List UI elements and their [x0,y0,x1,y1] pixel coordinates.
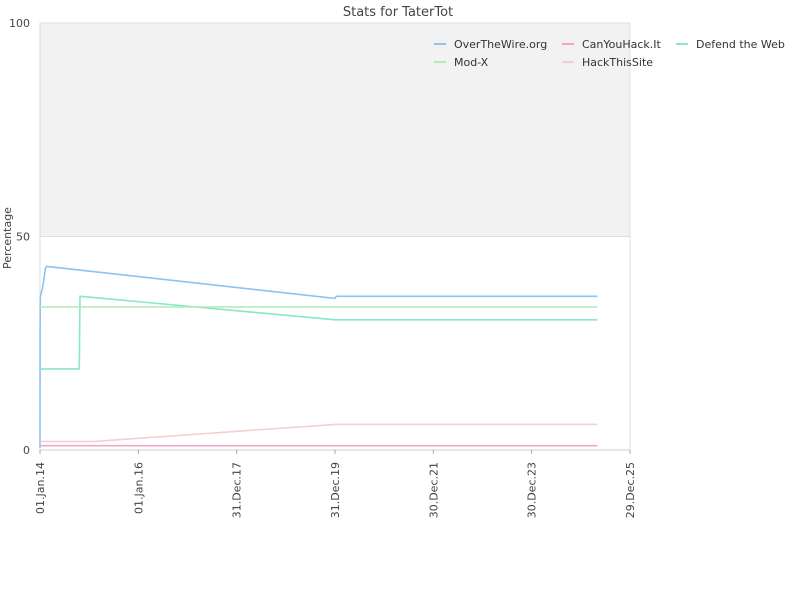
legend-label: Defend the Web [696,38,785,51]
y-tick-label: 50 [16,231,30,244]
x-tick-label: 01.Jan.14 [34,462,47,514]
y-tick-label: 100 [9,17,30,30]
legend-label: OverTheWire.org [454,38,547,51]
x-tick-label: 31.Dec.19 [329,462,342,518]
x-tick-label: 01.Jan.16 [132,462,145,514]
legend-label: CanYouHack.It [582,38,662,51]
series-line-hackthissite [40,423,598,443]
plot-area: 0 50 100 01.Jan.14 01.Jan.16 31.Dec.17 31.Dec.… [9,17,637,518]
shaded-band [40,23,630,237]
x-tick-label: 30.Dec.21 [427,462,440,518]
series-line-overthewire-org [39,265,598,448]
series-line-defend-the-web [40,295,598,370]
legend-label: Mod-X [454,56,489,69]
y-axis-title: Percentage [1,207,14,269]
chart-title: Stats for TaterTot [343,5,453,20]
x-tick-label: 30.Dec.23 [526,462,539,518]
x-tick-label: 29.Dec.25 [624,462,637,518]
y-tick-label: 0 [23,444,30,457]
x-tick-label: 31.Dec.17 [231,462,244,518]
legend-label: HackThisSite [582,56,653,69]
legend: OverTheWire.org CanYouHack.It Defend the W… [434,38,785,69]
